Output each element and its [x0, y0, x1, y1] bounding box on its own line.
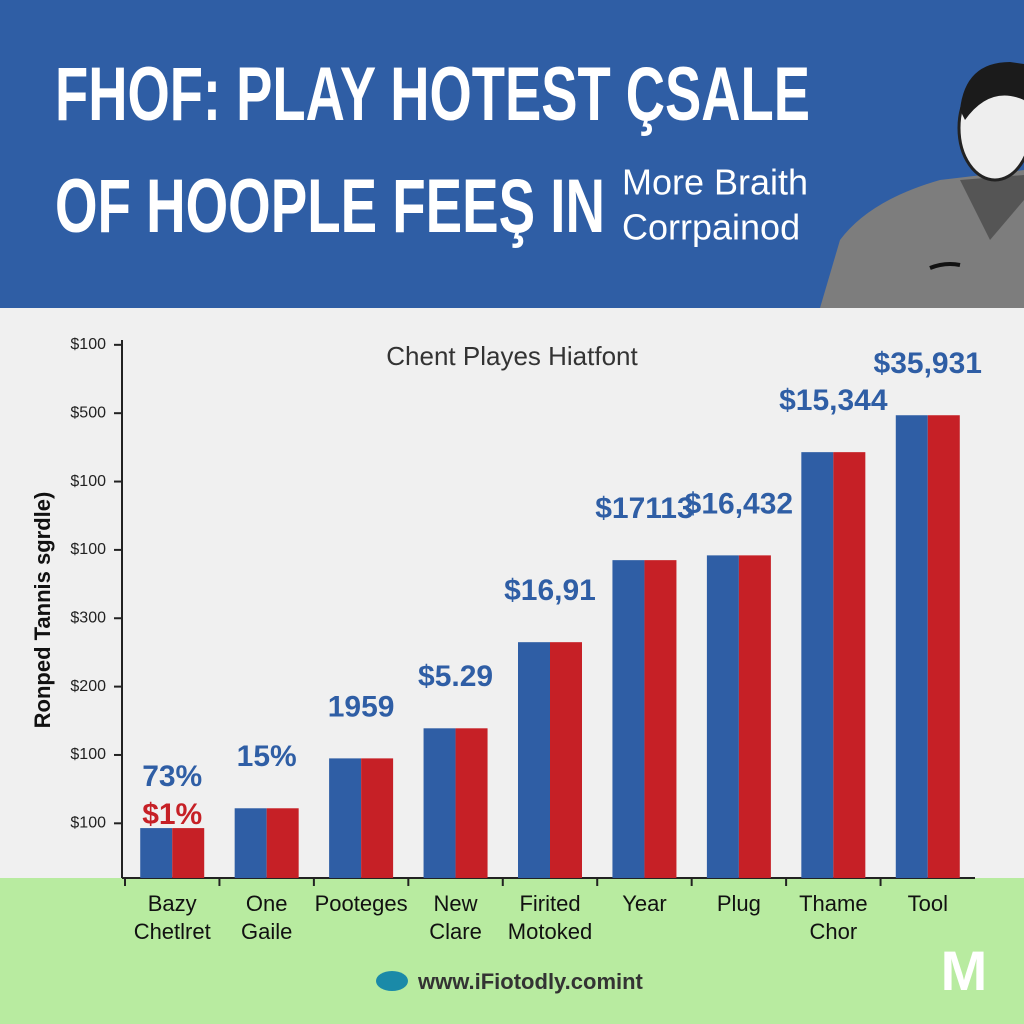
x-tick-label: Pooteges	[315, 891, 408, 916]
bar	[927, 415, 960, 878]
bar	[550, 642, 582, 878]
bar	[140, 828, 173, 878]
x-tick-label: Clare	[429, 919, 482, 944]
bar	[518, 642, 550, 878]
y-tick-label: $100	[70, 473, 106, 490]
x-tick-label: Chetlret	[134, 919, 211, 944]
bar	[833, 452, 866, 878]
header-subtitle: Corrpainod	[622, 207, 800, 248]
footer-url: www.iFiotodly.comint	[417, 969, 644, 994]
y-tick-label: $100	[70, 336, 106, 353]
bar	[612, 560, 645, 878]
bar	[801, 452, 834, 878]
x-tick-label: Tool	[908, 891, 948, 916]
bar	[738, 555, 771, 878]
bar	[329, 758, 362, 878]
bar-label: $5.29	[418, 660, 493, 693]
y-tick-label: $200	[70, 678, 106, 695]
bar-label: $35,931	[874, 347, 982, 380]
bar-label: $16,91	[504, 574, 596, 607]
x-tick-label: Motoked	[508, 919, 592, 944]
bar	[644, 560, 677, 878]
bar	[706, 555, 739, 878]
bar-label: $16,432	[685, 487, 793, 520]
x-tick-label: Plug	[717, 891, 761, 916]
x-tick-label: Bazy	[148, 891, 197, 916]
y-tick-label: $100	[70, 815, 106, 832]
x-tick-label: New	[434, 891, 478, 916]
bar	[234, 808, 267, 878]
bar	[423, 728, 456, 878]
footer-icon	[376, 971, 408, 991]
y-tick-label: $100	[70, 746, 106, 763]
y-tick-label: $500	[70, 404, 106, 421]
bar	[895, 415, 928, 878]
bar-label: 73%	[142, 760, 202, 793]
bar	[361, 758, 394, 878]
x-tick-label: Firited	[519, 891, 580, 916]
logo: M	[941, 939, 988, 1002]
y-axis-label: Ronped Tannis sgrdle)	[30, 492, 55, 729]
bar-label: 1959	[328, 690, 395, 723]
bar-label: $15,344	[779, 384, 888, 417]
bar-label: $17113	[595, 492, 693, 525]
footer-band	[0, 878, 1024, 1024]
x-tick-label: Gaile	[241, 919, 292, 944]
header-subtitle: More Braith	[622, 162, 808, 203]
x-tick-label: Chor	[809, 919, 857, 944]
y-tick-label: $100	[70, 541, 106, 558]
header-title: FHOF: PLAY HOTEST ÇSALE	[55, 52, 810, 137]
y-tick-label: $300	[70, 609, 106, 626]
bar	[455, 728, 488, 878]
header-title: OF HOOPLE FEEŞ IN	[55, 164, 605, 249]
bar-label: 15%	[237, 740, 297, 773]
bar-label: $1%	[142, 798, 202, 831]
chart-title: Chent Playes Hiatfont	[386, 341, 638, 371]
x-tick-label: Year	[622, 891, 666, 916]
bar	[172, 828, 205, 878]
player-illustration	[820, 62, 1024, 308]
x-tick-label: One	[246, 891, 288, 916]
x-tick-label: Thame	[799, 891, 867, 916]
bar	[266, 808, 299, 878]
